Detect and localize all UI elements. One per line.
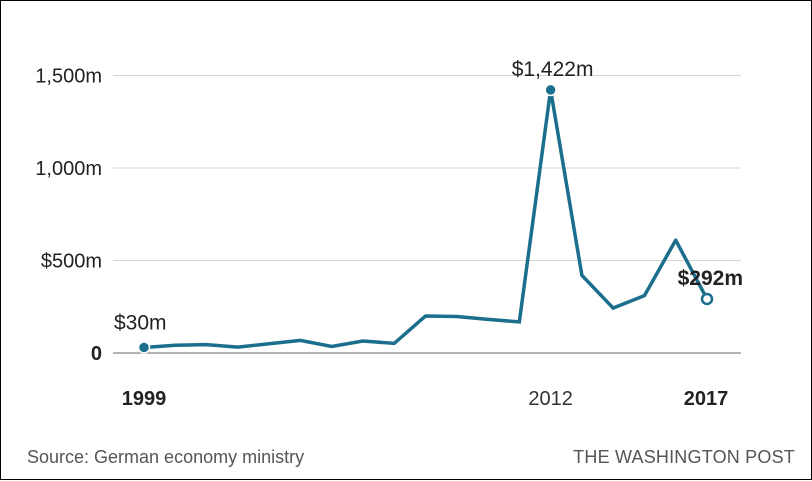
y-tick-label: 0 xyxy=(91,343,102,365)
data-label: $30m xyxy=(114,311,167,334)
series-line xyxy=(142,89,678,350)
publisher-credit: THE WASHINGTON POST xyxy=(573,447,795,467)
x-tick-label: 2017 xyxy=(684,388,729,410)
point-marker-open xyxy=(700,292,714,306)
data-label: $1,422m xyxy=(512,58,594,81)
series-line-last-segment xyxy=(674,239,706,295)
x-tick-label: 2012 xyxy=(528,388,573,410)
y-tick-label: $500m xyxy=(41,251,102,273)
source-note: Source: German economy ministry xyxy=(27,447,305,467)
point-marker xyxy=(544,83,557,97)
data-label: $292m xyxy=(678,267,743,290)
point-marker xyxy=(137,341,151,354)
y-tick-label: 1,500m xyxy=(35,66,102,88)
y-tick-label: 1,000m xyxy=(35,158,102,180)
x-tick-label: 1999 xyxy=(122,388,167,410)
